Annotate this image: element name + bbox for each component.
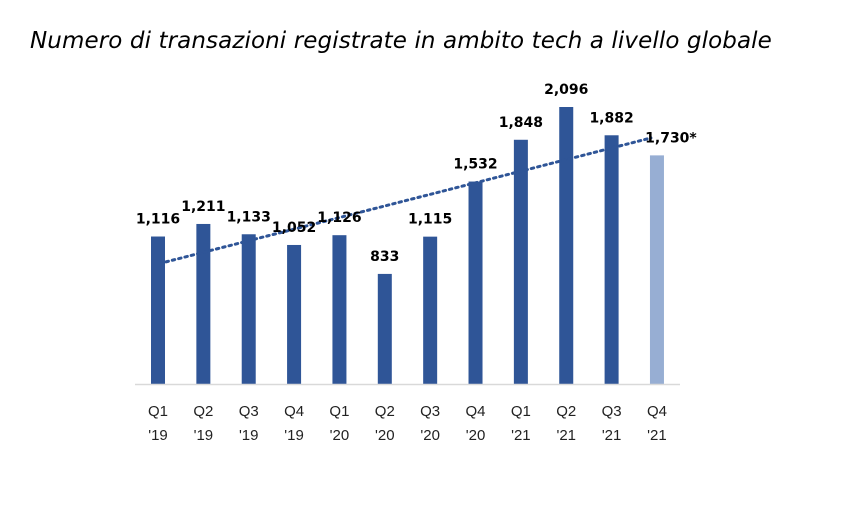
bar-1 bbox=[196, 223, 211, 384]
bar-11 bbox=[649, 155, 664, 384]
tick-label-year-2: '19 bbox=[239, 427, 259, 444]
value-label-9: 2,096 bbox=[544, 82, 588, 98]
tick-label-quarter-7: Q4 bbox=[466, 403, 486, 420]
tick-label-quarter-11: Q4 bbox=[647, 403, 667, 420]
tick-label-year-6: '20 bbox=[420, 427, 440, 444]
tick-label-quarter-6: Q3 bbox=[420, 403, 440, 420]
value-label-0: 1,116 bbox=[136, 212, 180, 228]
tick-label-quarter-8: Q1 bbox=[511, 403, 531, 420]
trendline bbox=[164, 136, 653, 264]
tick-label-quarter-10: Q3 bbox=[602, 403, 622, 420]
tick-label-quarter-2: Q3 bbox=[239, 403, 259, 420]
tick-label-year-5: '20 bbox=[375, 427, 395, 444]
value-label-1: 1,211 bbox=[181, 199, 225, 215]
x-tick-labels-group: Q1 '19 Q2 '19 Q3 '19 Q4 '19 Q1 '20 Q2 '20 Q3 '20 Q4 '20… bbox=[148, 403, 667, 444]
value-label-2: 1,133 bbox=[227, 209, 271, 225]
tick-label-quarter-5: Q2 bbox=[375, 403, 395, 420]
value-label-7: 1,532 bbox=[453, 157, 497, 173]
value-label-10: 1,882 bbox=[589, 110, 633, 126]
bar-2 bbox=[241, 234, 256, 384]
tick-label-year-11: '21 bbox=[647, 427, 667, 444]
value-label-4: 1,126 bbox=[317, 210, 361, 226]
bars-group bbox=[151, 107, 664, 384]
value-label-11: 1,730* bbox=[645, 130, 697, 146]
value-label-5: 833 bbox=[370, 249, 399, 265]
tick-label-year-3: '19 bbox=[284, 427, 304, 444]
tick-label-year-9: '21 bbox=[556, 427, 576, 444]
chart-title: Numero di transazioni registrate in ambi… bbox=[30, 28, 772, 54]
tick-label-quarter-1: Q2 bbox=[193, 403, 213, 420]
bar-8 bbox=[513, 139, 528, 384]
tick-label-quarter-0: Q1 bbox=[148, 403, 168, 420]
tick-label-quarter-9: Q2 bbox=[556, 403, 576, 420]
value-label-3: 1,052 bbox=[272, 220, 316, 236]
tick-label-year-7: '20 bbox=[466, 427, 486, 444]
tick-label-quarter-3: Q4 bbox=[284, 403, 304, 420]
bar-9 bbox=[559, 107, 574, 384]
value-label-6: 1,115 bbox=[408, 212, 452, 228]
bar-4 bbox=[332, 235, 347, 384]
value-label-8: 1,848 bbox=[499, 115, 543, 131]
tick-label-year-1: '19 bbox=[194, 427, 214, 444]
bar-7 bbox=[468, 181, 483, 384]
tick-label-year-4: '20 bbox=[330, 427, 350, 444]
tick-label-year-0: '19 bbox=[148, 427, 168, 444]
bar-5 bbox=[377, 273, 392, 384]
tick-label-quarter-4: Q1 bbox=[329, 403, 349, 420]
bar-0 bbox=[151, 236, 165, 384]
bar-3 bbox=[287, 244, 302, 384]
bar-10 bbox=[604, 135, 619, 384]
tick-label-year-8: '21 bbox=[511, 427, 531, 444]
tick-label-year-10: '21 bbox=[602, 427, 622, 444]
bar-6 bbox=[423, 236, 438, 384]
